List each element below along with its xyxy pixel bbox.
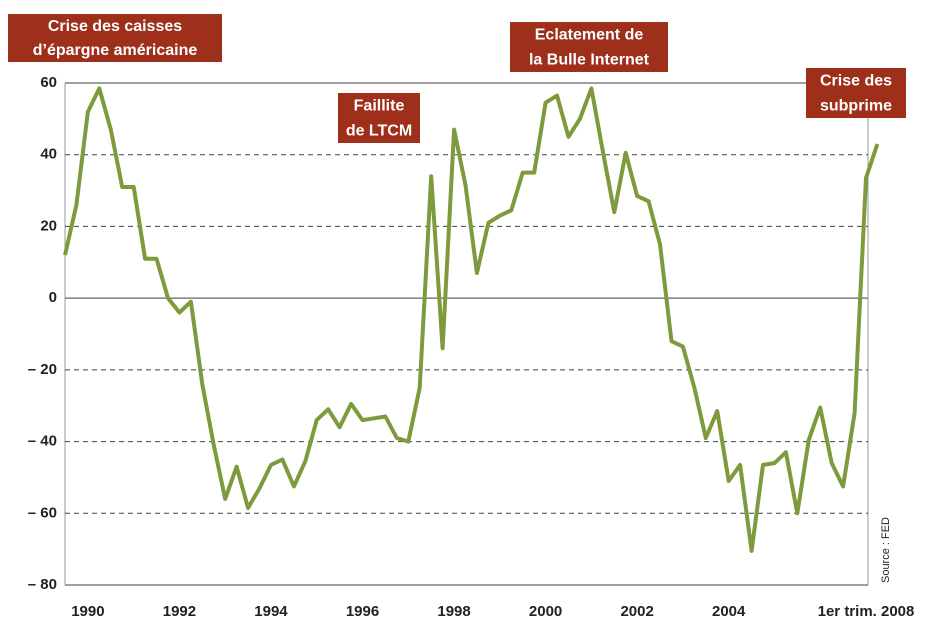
source: Source : FED (880, 517, 892, 583)
annotation-box (338, 93, 420, 143)
annotation-box (806, 68, 906, 118)
y-tick-label: 40 (40, 146, 57, 163)
annotation-box (510, 22, 668, 72)
y-tick-label: 20 (40, 217, 57, 234)
x-tick-label: 2002 (620, 603, 653, 620)
annotation-text: Crise des (820, 73, 892, 90)
annotation: Faillite de LTCM (338, 93, 420, 143)
annotation-text: la Bulle Internet (529, 52, 650, 69)
annotation-text: Faillite (354, 98, 405, 115)
data-line (63, 86, 880, 553)
y-tick-label: – 40 (28, 433, 57, 450)
y-tick-label: – 80 (28, 576, 57, 593)
x-tick-label: 1994 (254, 603, 288, 620)
x-tick-label: 1996 (346, 603, 379, 620)
annotation-text: d’épargne américaine (33, 42, 198, 59)
x-tick-label: 1992 (163, 603, 196, 620)
x-tick-label: 2000 (529, 603, 562, 620)
annotation: Crise des subprime (806, 68, 906, 118)
x-tick-label: 2004 (712, 603, 746, 620)
annotation-text: de LTCM (346, 123, 412, 140)
y-tick-label: – 60 (28, 504, 57, 521)
annotation-text: Eclatement de (535, 27, 644, 44)
annotation: Crise des caisses d’épargne américaine (8, 14, 222, 62)
y-tick-label: 0 (49, 289, 57, 306)
annotation-text: Crise des caisses (48, 18, 182, 35)
annotation-text: subprime (820, 98, 892, 115)
annotation: Eclatement de la Bulle Internet (510, 22, 668, 72)
x-tick-label: 1er trim. 2008 (818, 603, 915, 620)
annotation-box (8, 14, 222, 62)
y-tick-label: – 20 (28, 361, 57, 378)
y-tick-label: 60 (40, 74, 57, 91)
x-tick-label: 1990 (71, 603, 104, 620)
x-tick-label: 1998 (437, 603, 470, 620)
